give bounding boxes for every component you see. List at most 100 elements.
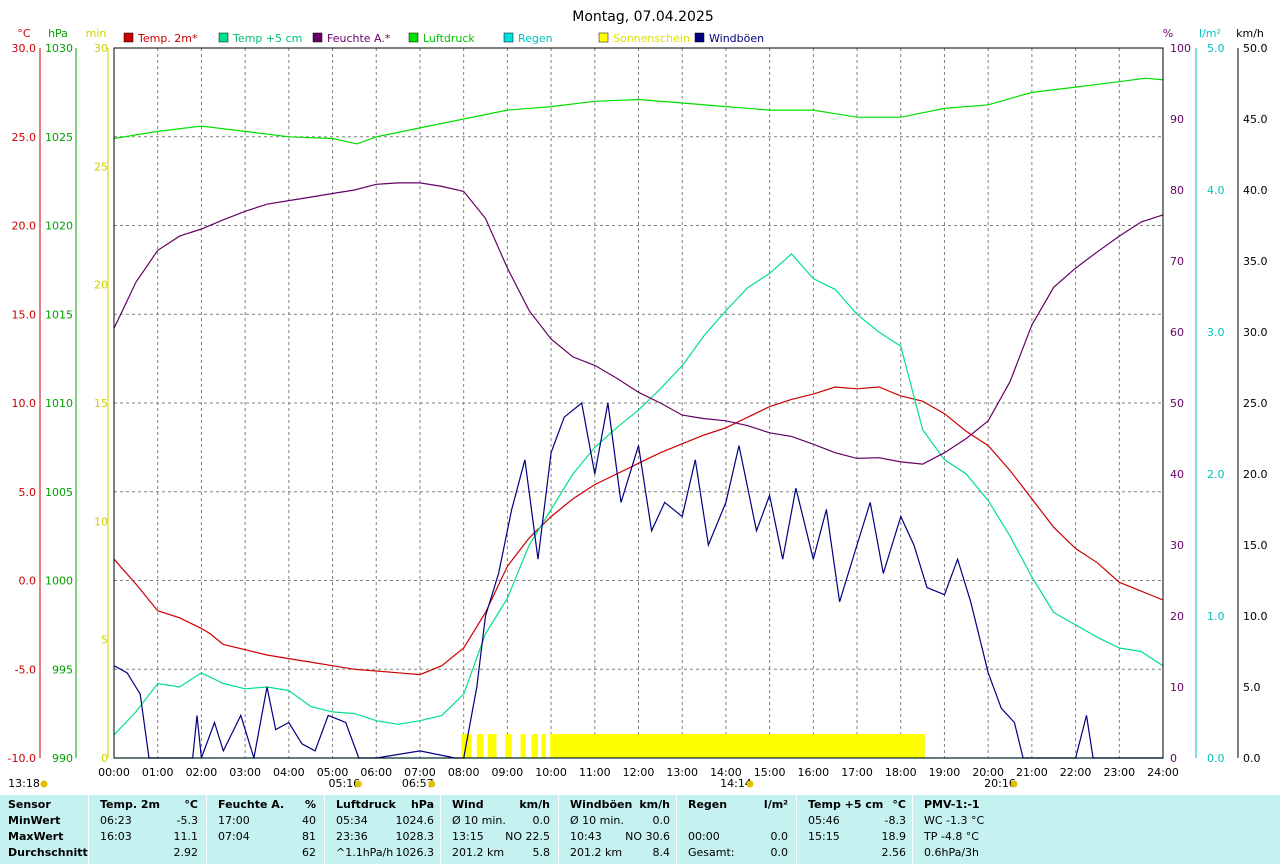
- axis-unit-labels: °C hPa min% l/m² km/h: [17, 27, 1264, 40]
- stats-row-label: MinWert: [8, 814, 61, 827]
- stats-header-unit: %: [304, 798, 316, 811]
- tick-temp: 5.0: [19, 486, 37, 499]
- tick-humidity: 40: [1170, 468, 1184, 481]
- tick-wind: 0.0: [1243, 752, 1261, 765]
- stats-cell-value: 5.8: [532, 846, 551, 859]
- tick-temp: -10.0: [8, 752, 36, 765]
- stats-cell-label: 16:03: [100, 830, 132, 843]
- legend-swatch: [503, 32, 514, 43]
- tick-rain: 5.0: [1207, 42, 1225, 55]
- tick-rain: 3.0: [1207, 326, 1225, 339]
- stats-cell-label: 06:23: [100, 814, 132, 827]
- time-annotation: 20:16: [984, 777, 1016, 790]
- stats-cell-label: 201.2 km: [452, 846, 505, 859]
- column-separator: [88, 795, 89, 864]
- stats-cell-label: Ø 10 min.: [570, 814, 624, 827]
- tick-wind: 25.0: [1243, 397, 1268, 410]
- chart-grid: [114, 48, 1163, 758]
- stats-header-unit: °C: [892, 798, 906, 811]
- plot-border: [113, 47, 1164, 759]
- column-separator: [440, 795, 441, 864]
- stats-header: Temp. 2m: [100, 798, 160, 811]
- tick-time: 19:00: [929, 766, 961, 779]
- legend-label: Temp +5 cm: [232, 32, 302, 45]
- legend-swatch: [312, 32, 323, 43]
- tick-time: 10:00: [535, 766, 567, 779]
- tick-wind: 5.0: [1243, 681, 1261, 694]
- legend-label: Windböen: [709, 32, 764, 45]
- legend-swatch: [694, 32, 705, 43]
- tick-time: 16:00: [797, 766, 829, 779]
- legend-swatch: [123, 32, 134, 43]
- stats-header: Windböen: [570, 798, 633, 811]
- sunshine-bar: [476, 734, 484, 758]
- tick-time: 17:00: [841, 766, 873, 779]
- tick-pressure: 1025: [45, 131, 73, 144]
- sun-marker: [428, 780, 436, 788]
- stats-cell-value: 8.4: [652, 846, 671, 859]
- time-annotation: 13:18: [8, 777, 40, 790]
- tick-wind: 50.0: [1243, 42, 1268, 55]
- stats-cell-label: ^1.1hPa/h: [336, 846, 394, 859]
- tick-humidity: 70: [1170, 255, 1184, 268]
- tick-humidity: 90: [1170, 113, 1184, 126]
- tick-sun: 30: [94, 42, 108, 55]
- stats-header-unit: km/h: [519, 798, 550, 811]
- stats-row-label: Durchschnitt: [8, 846, 88, 859]
- stats-row-label: MaxWert: [8, 830, 64, 843]
- stats-header: Luftdruck: [336, 798, 396, 811]
- legend-label: Temp. 2m*: [137, 32, 198, 45]
- plot-frame: [39, 47, 1239, 759]
- tick-wind: 10.0: [1243, 610, 1268, 623]
- tick-pressure: 1010: [45, 397, 73, 410]
- axis-unit-wind: km/h: [1236, 27, 1264, 40]
- stats-header-unit: l/m²: [763, 798, 788, 811]
- stats-cell-label: 05:46: [808, 814, 840, 827]
- tick-time: 05:00: [317, 766, 349, 779]
- tick-humidity: 50: [1170, 397, 1184, 410]
- stats-cell-value: NO 22.5: [505, 830, 550, 843]
- stats-cell-label: 17:00: [218, 814, 250, 827]
- tick-pressure: 1020: [45, 220, 73, 233]
- tick-time: 01:00: [142, 766, 174, 779]
- stats-cell-value: 1024.6: [395, 814, 435, 827]
- tick-labels: 30.025.020.015.010.05.00.0-5.0-10.010301…: [8, 42, 1268, 779]
- tick-sun: 0: [101, 752, 108, 765]
- tick-pressure: 1015: [45, 308, 73, 321]
- axis-unit-temp: °C: [17, 27, 31, 40]
- tick-sun: 20: [94, 279, 108, 292]
- tick-temp: 30.0: [12, 42, 37, 55]
- tick-time: 00:00: [98, 766, 130, 779]
- tick-sun: 5: [101, 634, 108, 647]
- stats-cell-label: WC -1.3 °C: [924, 814, 985, 827]
- stats-cell-label: 201.2 km: [570, 846, 623, 859]
- tick-humidity: 100: [1170, 42, 1191, 55]
- tick-wind: 30.0: [1243, 326, 1268, 339]
- tick-temp: -5.0: [15, 663, 36, 676]
- wind-gust-line: [113, 401, 1163, 759]
- legend-label: Regen: [518, 32, 553, 45]
- stats-cell-label: Ø 10 min.: [452, 814, 506, 827]
- column-separator: [796, 795, 797, 864]
- stats-header: Wind: [452, 798, 484, 811]
- tick-humidity: 20: [1170, 610, 1184, 623]
- tick-time: 20:00: [972, 766, 1004, 779]
- sun-marker: [1010, 780, 1018, 788]
- stats-cell-value: 0.0: [770, 830, 789, 843]
- temp5cm-line: [113, 253, 1164, 736]
- sunshine-bar: [505, 734, 512, 758]
- stats-header: PMV-1:-1: [924, 798, 980, 811]
- legend-swatch: [218, 32, 229, 43]
- stats-cell-label: Gesamt:: [688, 846, 735, 859]
- tick-time: 04:00: [273, 766, 305, 779]
- stats-cell-value: 0.0: [652, 814, 671, 827]
- stats-cell-value: 2.92: [173, 846, 199, 859]
- column-separator: [206, 795, 207, 864]
- column-separator: [558, 795, 559, 864]
- stats-cell-label: 15:15: [808, 830, 840, 843]
- temp2m-line: [113, 386, 1164, 676]
- tick-humidity: 60: [1170, 326, 1184, 339]
- tick-pressure: 1000: [45, 575, 73, 588]
- tick-sun: 25: [94, 160, 108, 173]
- tick-temp: 0.0: [19, 575, 37, 588]
